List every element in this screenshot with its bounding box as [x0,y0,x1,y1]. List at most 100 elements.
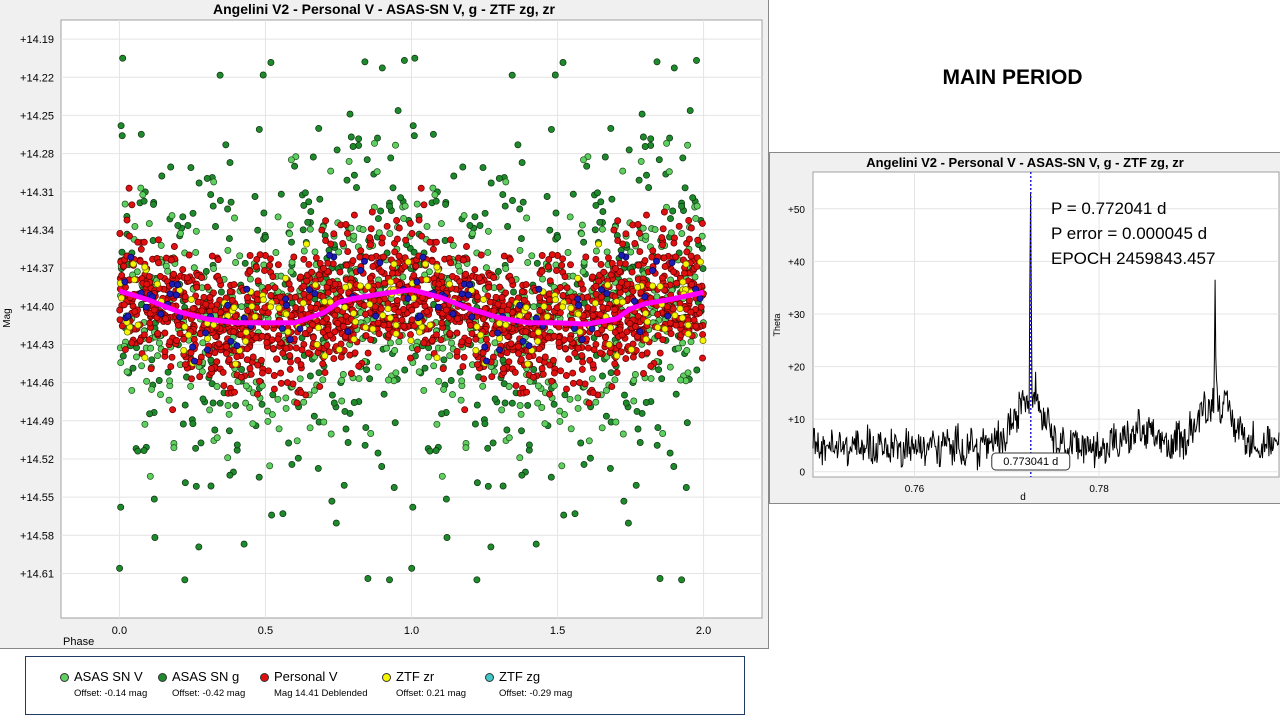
point-personal-v [577,280,585,288]
point-personal-v [656,349,664,357]
point-personal-v [553,304,561,312]
point-asas-sn-v [692,214,700,222]
point-personal-v [258,332,266,340]
point-asas-sn-v [146,472,154,480]
point-personal-v [634,221,642,228]
point-ztf-zr [350,335,358,343]
point-personal-v [269,273,277,281]
point-personal-v [249,353,257,361]
point-asas-sn-g [607,124,615,132]
point-ztf-zg [278,324,286,332]
point-asas-sn-g [670,64,678,72]
point-asas-sn-g [443,534,451,541]
point-personal-v [350,211,358,219]
point-ztf-zr [321,298,329,306]
point-asas-sn-g [597,198,605,206]
point-asas-sn-g [408,564,416,572]
light-curve-chart: +14.19 +14.22 +14.25 +14.28 +14.31 +14.34 +14.… [2,19,763,648]
point-personal-v [442,306,450,314]
point-personal-v [585,399,593,407]
point-ztf-zr [321,352,329,360]
point-personal-v [292,304,300,312]
point-ztf-zg [532,314,540,322]
point-personal-v [279,349,287,357]
point-ztf-zr [627,346,635,354]
point-asas-sn-g [199,395,207,403]
point-personal-v [226,288,234,296]
periodogram-theta-line [812,192,1280,471]
point-personal-v [391,248,399,256]
point-asas-sn-v [246,275,254,283]
point-ztf-zg [636,328,644,336]
point-personal-v [402,236,410,244]
point-ztf-zr [543,313,551,321]
point-asas-sn-g [254,226,262,234]
point-personal-v [161,329,169,337]
point-ztf-zr [366,300,374,308]
point-asas-sn-g [380,390,388,398]
point-ztf-zr [495,319,503,327]
point-personal-v [629,287,637,295]
point-personal-v [465,337,473,344]
point-asas-sn-v [249,420,257,428]
point-personal-v [659,336,667,344]
point-asas-sn-g [117,503,125,511]
point-personal-v [261,267,268,275]
point-personal-v [563,284,571,292]
point-asas-sn-v [627,248,635,256]
point-asas-sn-v [538,404,546,411]
point-asas-sn-v [639,224,647,232]
point-ztf-zg [618,251,626,259]
point-personal-v [208,252,216,260]
point-asas-sn-v [138,362,146,370]
point-ztf-zr [423,276,430,284]
point-asas-sn-g [489,439,497,447]
point-ztf-zr [676,305,684,313]
point-asas-sn-g [397,194,405,202]
point-ztf-zr [282,274,290,282]
point-asas-sn-v [675,344,682,352]
point-asas-sn-v [327,430,335,438]
point-ztf-zg [494,329,502,337]
light-curve-panel: Angelini V2 - Personal V - ASAS-SN V, g … [0,0,769,649]
light-curve-y-tick-label: +14.58 [20,530,54,542]
point-personal-v [357,247,365,255]
periodogram-y-axis-label: Theta [772,313,782,336]
point-ztf-zr [696,258,704,266]
point-asas-sn-g [294,454,302,462]
period-marker-readout: 0.773041 d [991,452,1071,471]
point-ztf-zg [668,259,676,267]
point-personal-v [549,356,557,364]
light-curve-x-tick-label: 0.0 [112,625,127,637]
point-personal-v [486,298,494,306]
point-personal-v [508,276,516,284]
point-personal-v [538,267,546,275]
point-personal-v [649,247,657,255]
point-asas-sn-v [157,391,164,399]
point-asas-sn-v [580,156,587,164]
point-personal-v [230,328,238,336]
point-personal-v [154,330,162,337]
point-asas-sn-g [260,209,268,217]
point-ztf-zg [696,294,704,302]
point-asas-sn-v [598,225,606,233]
point-ztf-zg [202,329,209,337]
point-personal-v [220,382,228,390]
point-asas-sn-g [277,190,285,198]
point-asas-sn-g [583,162,591,170]
point-asas-sn-v [678,230,686,238]
point-asas-sn-v [484,227,492,235]
point-asas-sn-v [264,417,272,425]
point-personal-v [545,296,553,304]
periodogram-title: Angelini V2 - Personal V - ASAS-SN V, g … [866,155,1184,170]
point-personal-v [479,349,487,357]
point-personal-v [246,267,254,275]
light-curve-title: Angelini V2 - Personal V - ASAS-SN V, g … [212,1,555,17]
point-asas-sn-v [210,265,218,273]
light-curve-x-tick-label: 1.5 [550,625,565,637]
point-asas-sn-g [224,205,232,213]
point-ztf-zr [480,295,487,303]
point-asas-sn-v [268,411,276,419]
point-asas-sn-g [117,122,125,130]
point-personal-v [128,339,136,347]
